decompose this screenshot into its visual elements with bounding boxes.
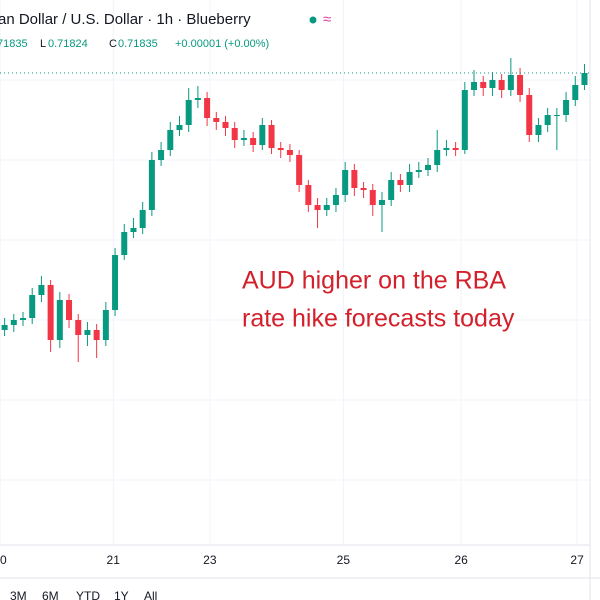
- range-button[interactable]: 1Y: [114, 589, 129, 600]
- candle-body: [213, 118, 220, 122]
- x-tick-label: 21: [107, 553, 121, 567]
- x-tick-label: 27: [570, 553, 584, 567]
- candle-body: [461, 90, 468, 150]
- candle-body: [351, 170, 358, 188]
- candle-body: [112, 255, 119, 310]
- candle-body: [342, 170, 349, 195]
- x-tick-label: 25: [337, 553, 351, 567]
- range-button[interactable]: 6M: [42, 589, 59, 600]
- candle-body: [240, 138, 247, 140]
- x-tick-label: 23: [203, 553, 217, 567]
- close-value: 0.71835: [118, 38, 158, 50]
- range-button[interactable]: 3M: [10, 589, 27, 600]
- candle-body: [185, 100, 192, 125]
- candle-body: [296, 155, 303, 185]
- close-key: C: [109, 38, 117, 50]
- candle-body: [277, 148, 284, 150]
- candle-body: [121, 232, 128, 255]
- candle-body: [66, 300, 73, 320]
- candle-body: [194, 98, 201, 100]
- candle-body: [332, 195, 339, 205]
- candle-body: [286, 150, 293, 155]
- candle-body: [167, 130, 174, 150]
- annotation: AUD higher on the RBA rate hike forecast…: [242, 267, 515, 333]
- candle-body: [517, 75, 524, 95]
- ohlc-legend: 71835 L 0.71824 C 0.71835 +0.00001 (+0.0…: [0, 38, 269, 50]
- candle-body: [139, 210, 146, 228]
- candle-body: [415, 170, 422, 172]
- candle-body: [20, 318, 27, 320]
- candle-body: [204, 98, 211, 118]
- x-tick-label: 26: [454, 553, 468, 567]
- candle-body: [498, 80, 505, 90]
- candle-body: [29, 295, 36, 318]
- candle-body: [443, 148, 450, 150]
- candle-body: [1, 325, 8, 330]
- candle-body: [323, 205, 330, 210]
- candle-body: [397, 180, 404, 185]
- candle-body: [480, 82, 487, 88]
- candle-body: [553, 115, 560, 116]
- candle-body: [130, 228, 137, 232]
- market-status-dot: [309, 16, 317, 24]
- range-toolbar: 3M 6M YTD 1Y All: [10, 589, 157, 600]
- open-value: 71835: [0, 38, 28, 50]
- low-value: 0.71824: [48, 38, 88, 50]
- candle-body: [158, 150, 165, 160]
- candle-body: [434, 150, 441, 165]
- candle-body: [526, 95, 533, 135]
- candle-body: [47, 285, 54, 340]
- candle-body: [360, 188, 367, 190]
- candle-body: [84, 330, 91, 335]
- data-status-icon: ≈: [323, 11, 331, 28]
- grid: [0, 0, 590, 545]
- candle-body: [489, 80, 496, 88]
- candle-body: [268, 125, 275, 148]
- annotation-line: rate hike forecasts today: [242, 305, 515, 333]
- range-button[interactable]: All: [144, 589, 157, 600]
- candle-body: [388, 180, 395, 200]
- low-key: L: [40, 38, 46, 50]
- candle-body: [305, 185, 312, 205]
- candle-body: [535, 125, 542, 135]
- candle-body: [102, 310, 109, 340]
- range-button[interactable]: YTD: [76, 589, 100, 600]
- candle-body: [56, 300, 63, 340]
- candle-body: [563, 100, 570, 115]
- candle-body: [572, 85, 579, 100]
- candle-body: [507, 75, 514, 90]
- candle-body: [10, 320, 17, 325]
- candle-body: [471, 82, 478, 90]
- candle-body: [222, 122, 229, 128]
- candle-body: [176, 125, 183, 130]
- candle-body: [314, 205, 321, 210]
- candles: [0, 58, 590, 362]
- symbol-title: an Dollar / U.S. Dollar · 1h · Blueberry: [0, 11, 251, 28]
- candle-body: [425, 165, 432, 170]
- candle-body: [38, 285, 45, 295]
- x-tick-label: 20: [0, 553, 7, 567]
- candle-body: [369, 190, 376, 205]
- candle-body: [93, 330, 100, 340]
- candle-body: [250, 138, 257, 145]
- candle-body: [406, 172, 413, 185]
- candle-body: [452, 148, 459, 150]
- candle-body: [148, 160, 155, 210]
- candle-body: [581, 73, 588, 85]
- candle-body: [544, 115, 551, 125]
- candle-body: [231, 128, 238, 140]
- change-value: +0.00001 (+0.00%): [175, 38, 269, 50]
- candle-body: [259, 125, 266, 145]
- candle-body: [75, 320, 82, 335]
- candle-body: [378, 200, 385, 205]
- annotation-line: AUD higher on the RBA: [242, 267, 506, 295]
